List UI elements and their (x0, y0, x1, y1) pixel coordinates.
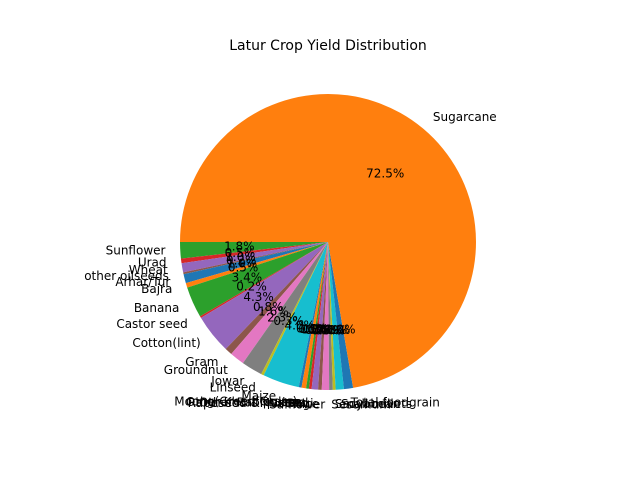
slice-label-safflower: Safflower (269, 397, 325, 411)
slice-bajra (185, 242, 328, 288)
slice-maize (263, 242, 328, 388)
slice-label-gram: Gram (185, 355, 218, 369)
slice-sunflower (180, 242, 328, 259)
slice-pct-urad: 0.5% (225, 246, 256, 260)
slice-urad (180, 242, 328, 264)
slice-label-total-foodgrain: Total foodgrain (350, 396, 440, 410)
slice-groundnut (231, 242, 328, 364)
chart-title: Latur Crop Yield Distribution (229, 38, 427, 54)
slice-pct-small-millets: 0.3% (317, 323, 348, 337)
slice-linseed (261, 242, 328, 376)
slice-cotton-lint (200, 242, 328, 349)
slice-total-foodgrain (328, 242, 354, 390)
slice-pct-banana: 3.4% (232, 271, 263, 285)
slice-sugarcane (180, 94, 477, 388)
slice-pct-groundnut: 1.6% (258, 305, 289, 319)
slice-other-rabi-pulses (306, 242, 328, 389)
slice-pct-soyabean: 0.9% (320, 323, 351, 337)
slice-label-moong-green-gram: Moong(Green Gram) (174, 394, 297, 408)
slice-label-rice: Rice (293, 397, 319, 411)
slice-pct-bajra: 0.5% (228, 261, 259, 275)
slice-label-bajra: Bajra (141, 282, 172, 296)
slice-label-maize: Maize (241, 389, 276, 403)
slice-other-kharif-pulses (301, 242, 328, 389)
slice-label-soyabean: Soyabean (341, 397, 400, 411)
slice-pct-linseed: 0.3% (273, 314, 304, 328)
slice-label-castor-seed: Castor seed (116, 317, 187, 331)
slice-safflower (321, 242, 330, 391)
slice-wheat (181, 242, 328, 273)
slice-small-millets (328, 242, 336, 390)
slice-jowar (242, 242, 328, 375)
slice-castor-seed (200, 242, 328, 318)
slice-pct-cotton-lint: 4.3% (243, 290, 274, 304)
slice-pct-castor-seed: 0.2% (236, 280, 267, 294)
slice-label-cotton-lint: Cotton(lint) (132, 336, 200, 350)
slice-label-sesamum: Sesamum (331, 397, 391, 411)
slice-pct-other-oilseeds: 0.2% (226, 253, 257, 267)
slice-label-small-millets: Small millets (335, 397, 412, 411)
slice-label-sugarcane: Sugarcane (433, 110, 497, 124)
slice-label-other-rabi-pulses: Other Rabi pulses (199, 396, 306, 410)
slice-other-oilseeds (183, 242, 328, 275)
slice-gram (225, 242, 328, 354)
slice-pct-sesamum: 0.4% (315, 323, 346, 337)
slice-label-other-kharif-pulses: Other Kharif pulses (186, 395, 301, 409)
pie-percent-labels: 1.8%0.5%1.0%0.2%1.0%0.5%3.4%0.2%4.3%0.8%… (224, 167, 404, 338)
slice-label-groundnut: Groundnut (164, 363, 228, 377)
slice-soyabean (328, 242, 344, 390)
slice-label-other-oilseeds: other oilseeds (84, 269, 169, 283)
slice-pct-gram: 0.8% (253, 300, 284, 314)
slice-pct-ragi: 0.7% (305, 323, 336, 337)
slice-pct-rice: 0.4% (308, 323, 339, 337)
slice-arhar-tur (183, 242, 328, 284)
slice-label-jowar: Jowar (210, 374, 244, 388)
slice-label-sunflower: Sunflower (106, 244, 166, 258)
slice-banana (187, 242, 328, 317)
slice-label-rapeseed-mustard: Rapeseed &Mustard (188, 396, 309, 410)
slice-label-arhar-tur: Arhar/Tur (115, 275, 170, 289)
slice-pct-jowar: 2.3% (267, 311, 298, 325)
slice-rice (318, 242, 328, 390)
slice-pct-wheat: 1.0% (225, 250, 256, 264)
slice-pct-maize: 4.0% (284, 319, 315, 333)
slice-label-urad: Urad (138, 255, 167, 269)
slice-sesamum (328, 242, 333, 390)
slice-pct-arhar-tur: 1.0% (227, 257, 258, 271)
slice-pct-sunflower: 1.8% (224, 240, 255, 254)
slice-rapeseed-mustard (308, 242, 328, 390)
slice-pct-rapeseed-mustard: 0.3% (302, 323, 333, 337)
slice-pct-moong-green-gram: 0.3% (296, 322, 327, 336)
slice-label-banana: Banana (134, 301, 180, 315)
slice-ragi (311, 242, 328, 390)
slice-pct-sugarcane: 72.5% (366, 167, 404, 181)
slice-pct-safflower: 0.8% (311, 323, 342, 337)
slice-label-wheat: Wheat (129, 263, 168, 277)
slice-pct-other-kharif-pulses: 0.5% (298, 322, 329, 336)
slice-pct-other-rabi-pulses: 0.3% (300, 322, 331, 336)
slice-label-linseed: Linseed (210, 380, 256, 394)
slice-moong-green-gram (298, 242, 328, 388)
slice-label-ragi: Ragi (287, 397, 313, 411)
pie-slices (180, 94, 477, 391)
slice-pct-total-foodgrain: 1.0% (325, 322, 356, 336)
